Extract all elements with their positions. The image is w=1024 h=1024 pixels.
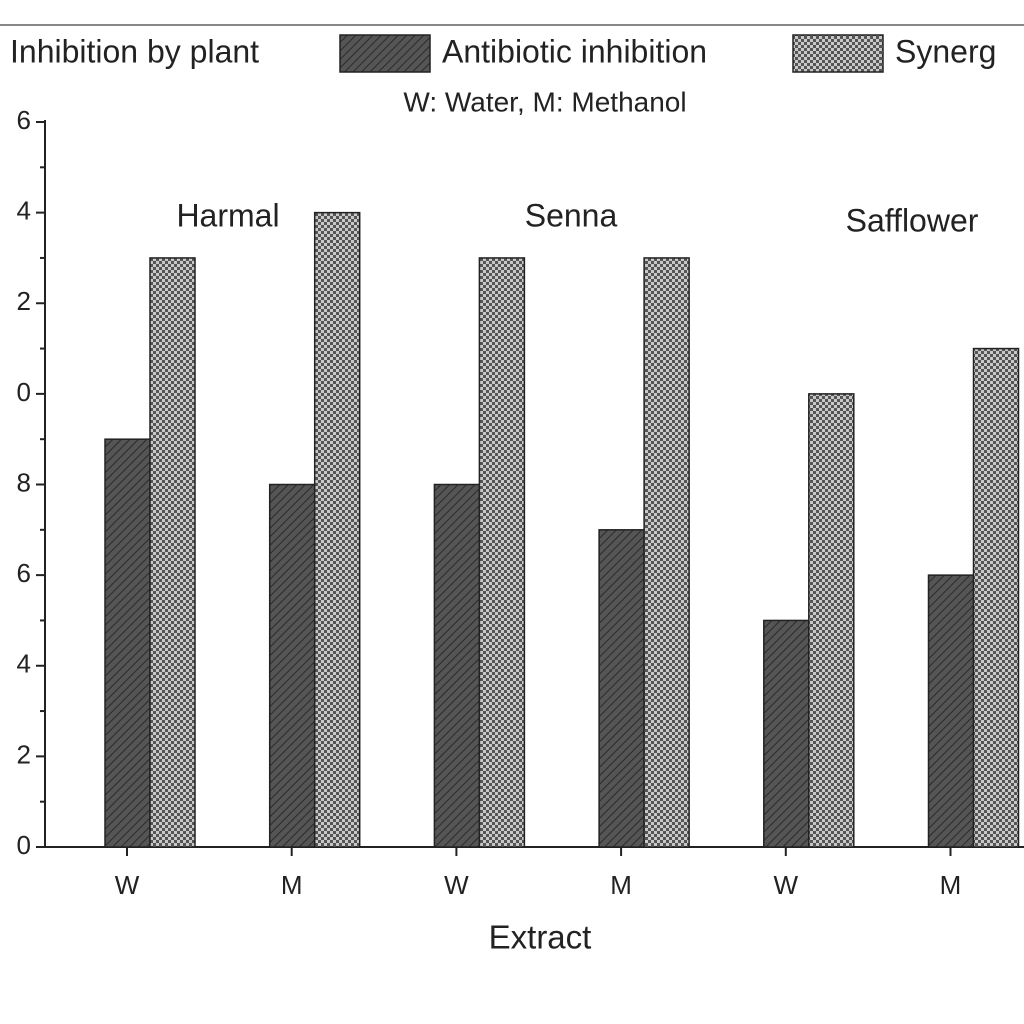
y-tick-label: 4 bbox=[17, 649, 31, 679]
y-tick-label: 6 bbox=[17, 105, 31, 135]
group-annotation: Safflower bbox=[846, 202, 979, 238]
y-tick-label: 2 bbox=[17, 739, 31, 769]
group-annotation: Senna bbox=[525, 197, 618, 233]
bar bbox=[433, 483, 481, 848]
x-tick-label: W bbox=[444, 870, 469, 900]
group-annotation: Harmal bbox=[176, 197, 279, 233]
y-tick-label: 4 bbox=[17, 196, 31, 226]
chart-subtitle: W: Water, M: Methanol bbox=[403, 86, 686, 117]
bar bbox=[808, 393, 855, 848]
bar bbox=[104, 438, 151, 848]
bar bbox=[643, 257, 690, 848]
x-tick-label: M bbox=[281, 870, 303, 900]
x-tick-label: M bbox=[940, 870, 962, 900]
y-tick-label: 0 bbox=[17, 377, 31, 407]
y-tick-label: 8 bbox=[17, 467, 31, 497]
x-axis-label: Extract bbox=[489, 919, 592, 956]
legend-swatch bbox=[792, 34, 884, 73]
bar bbox=[972, 347, 1020, 848]
x-tick-label: W bbox=[774, 870, 799, 900]
bar bbox=[149, 257, 196, 848]
legend-label: Antibiotic inhibition bbox=[442, 33, 707, 69]
y-tick-label: 0 bbox=[17, 830, 31, 860]
x-tick-label: W bbox=[115, 870, 140, 900]
bar bbox=[478, 257, 526, 848]
legend-label: Synerg bbox=[895, 33, 996, 69]
legend-swatch bbox=[339, 34, 431, 73]
y-tick-label: 2 bbox=[17, 286, 31, 316]
bar bbox=[598, 529, 645, 848]
bar bbox=[268, 483, 316, 848]
bar bbox=[763, 619, 810, 848]
bar bbox=[927, 574, 975, 848]
bar bbox=[313, 211, 361, 848]
legend-label: Inhibition by plant bbox=[10, 33, 259, 69]
x-tick-label: M bbox=[610, 870, 632, 900]
y-tick-label: 6 bbox=[17, 558, 31, 588]
